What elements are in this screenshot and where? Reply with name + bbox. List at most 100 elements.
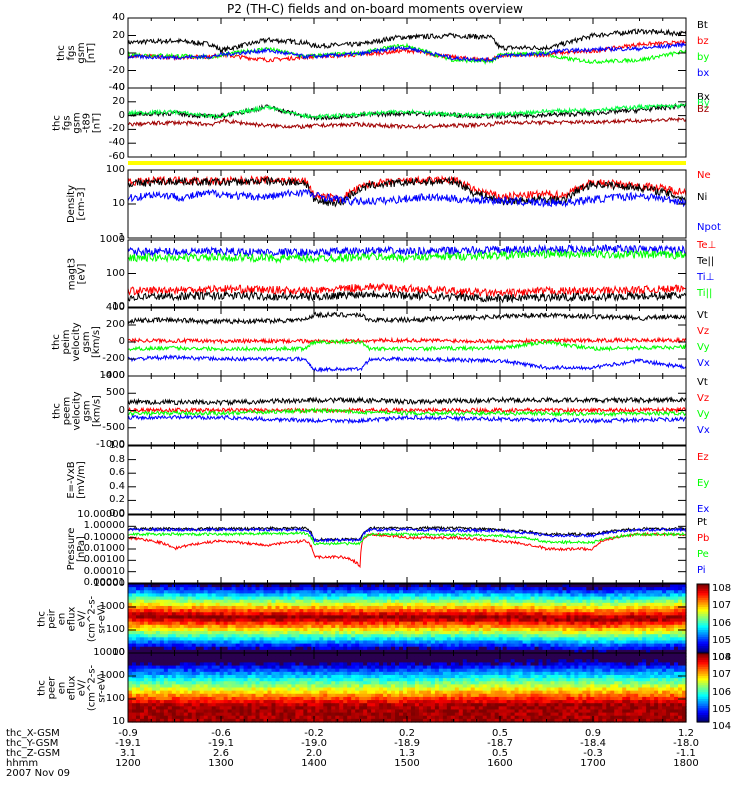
spectrogram-cell	[131, 637, 137, 642]
spectrogram-cell	[363, 593, 368, 598]
spectrogram-cell	[151, 690, 157, 695]
spectrogram-cell	[163, 656, 169, 660]
spectrogram-cell	[502, 602, 508, 607]
spectrogram-cell	[395, 599, 400, 604]
spectrogram-cell	[263, 609, 269, 613]
spectrogram-cell	[307, 674, 312, 679]
spectrogram-cell	[438, 615, 444, 620]
spectrogram-cell	[355, 602, 360, 607]
spectrogram-cell	[662, 599, 667, 604]
spectrogram-cell	[251, 643, 257, 648]
spectrogram-cell	[574, 602, 579, 607]
spectrogram-cell	[383, 593, 388, 598]
spectrogram-cell	[678, 593, 683, 598]
spectrogram-cell	[279, 587, 285, 591]
spectrogram-cell	[367, 640, 372, 645]
spectrogram-cell	[267, 712, 273, 717]
spectrogram-cell	[379, 584, 384, 588]
spectrogram-cell	[299, 662, 304, 667]
spectrogram-cell	[662, 584, 667, 588]
spectrogram-cell	[414, 587, 420, 591]
spectrogram-cell	[315, 599, 320, 604]
spectrogram-cell	[602, 615, 607, 620]
spectrogram-cell	[582, 627, 587, 632]
spectrogram-cell	[494, 643, 500, 648]
spectrogram-cell	[359, 624, 364, 629]
spectrogram-cell	[626, 590, 631, 595]
spectrogram-cell	[223, 602, 229, 607]
spectrogram-cell	[566, 615, 572, 620]
spectrogram-cell	[395, 593, 400, 598]
spectrogram-cell	[171, 596, 177, 601]
spectrogram-cell	[139, 605, 145, 610]
spectrogram-cell	[351, 696, 356, 701]
spectrogram-cell	[355, 605, 360, 610]
spectrogram-cell	[299, 718, 304, 723]
spectrogram-cell	[331, 662, 336, 667]
spectrogram-cell	[283, 596, 289, 601]
spectrogram-cell	[446, 584, 452, 588]
spectrogram-cell	[207, 706, 213, 711]
spectrogram-cell	[315, 665, 320, 670]
spectrogram-cell	[387, 612, 392, 616]
spectrogram-cell	[275, 593, 281, 598]
spectrogram-cell	[319, 593, 324, 598]
spectrogram-cell	[682, 634, 687, 638]
spectrogram-cell	[215, 599, 221, 604]
spectrogram-cell	[570, 624, 575, 629]
spectrogram-cell	[287, 703, 293, 707]
spectrogram-cell	[646, 646, 651, 651]
spectrogram-cell	[323, 618, 328, 623]
spectrogram-cell	[251, 653, 257, 657]
spectrogram-cell	[211, 706, 217, 711]
spectrogram-cell	[219, 696, 225, 701]
spectrogram-cell	[363, 649, 368, 654]
spectrogram-cell	[403, 640, 408, 645]
spectrogram-cell	[534, 609, 540, 613]
spectrogram-cell	[128, 659, 133, 664]
spectrogram-cell	[462, 599, 468, 604]
spectrogram-cell	[662, 624, 667, 629]
spectrogram-cell	[259, 690, 265, 695]
spectrogram-cell	[191, 646, 197, 651]
spectrogram-cell	[658, 637, 663, 642]
spectrogram-cell	[159, 700, 165, 704]
spectrogram-cell	[279, 640, 285, 645]
spectrogram-cell	[566, 609, 572, 613]
spectrogram-cell	[562, 618, 568, 623]
spectrogram-cell	[215, 646, 221, 651]
spectrogram-cell	[295, 624, 300, 629]
spectrogram-cell	[227, 681, 233, 685]
spectrogram-cell	[407, 584, 412, 588]
spectrogram-cell	[626, 646, 631, 651]
spectrogram-cell	[231, 643, 237, 648]
spectrogram-cell	[482, 590, 488, 595]
spectrogram-cell	[183, 646, 189, 651]
spectrogram-cell	[283, 656, 289, 660]
spectrogram-cell	[506, 593, 512, 598]
spectrogram-cell	[379, 615, 384, 620]
spectrogram-cell	[135, 668, 141, 673]
spectrogram-cell	[506, 637, 512, 642]
series-line-pb	[127, 531, 687, 569]
spectrogram-cell	[391, 640, 396, 645]
spectrogram-cell	[215, 596, 221, 601]
spectrogram-cell	[171, 609, 177, 613]
spectrogram-cell	[538, 587, 544, 591]
spectrogram-cell	[295, 671, 300, 676]
spectrogram-cell	[355, 656, 360, 660]
spectrogram-cell	[135, 593, 141, 598]
spectrogram-cell	[211, 605, 217, 610]
spectrogram-cell	[151, 678, 157, 682]
spectrogram-cell	[590, 590, 595, 595]
spectrogram-cell	[143, 649, 149, 654]
spectrogram-cell	[151, 627, 157, 632]
spectrogram-cell	[486, 621, 492, 626]
spectrogram-cell	[167, 671, 173, 676]
spectrogram-cell	[379, 590, 384, 595]
spectrogram-cell	[490, 602, 496, 607]
spectrogram-cell	[343, 627, 348, 632]
spectrogram-cell	[486, 593, 492, 598]
spectrogram-cell	[682, 590, 687, 595]
spectrogram-cell	[151, 621, 157, 626]
